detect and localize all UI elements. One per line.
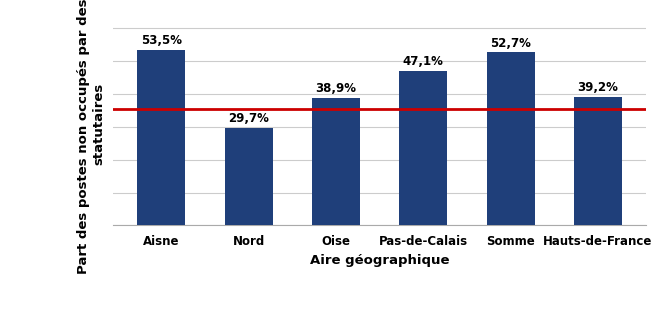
Bar: [574, 97, 622, 225]
Text: 29,7%: 29,7%: [228, 112, 269, 125]
Bar: [312, 98, 360, 225]
Text: 38,9%: 38,9%: [316, 82, 356, 95]
Bar: [487, 52, 535, 225]
Text: 47,1%: 47,1%: [403, 55, 444, 68]
Text: 53,5%: 53,5%: [141, 34, 182, 47]
Bar: [399, 71, 448, 225]
Y-axis label: Part des postes non occupés par des PH
statutaires: Part des postes non occupés par des PH s…: [77, 0, 105, 274]
X-axis label: Aire géographique: Aire géographique: [310, 254, 450, 267]
Text: 52,7%: 52,7%: [490, 37, 531, 50]
Text: 39,2%: 39,2%: [577, 81, 618, 94]
Bar: [137, 50, 185, 225]
Bar: [224, 128, 272, 225]
